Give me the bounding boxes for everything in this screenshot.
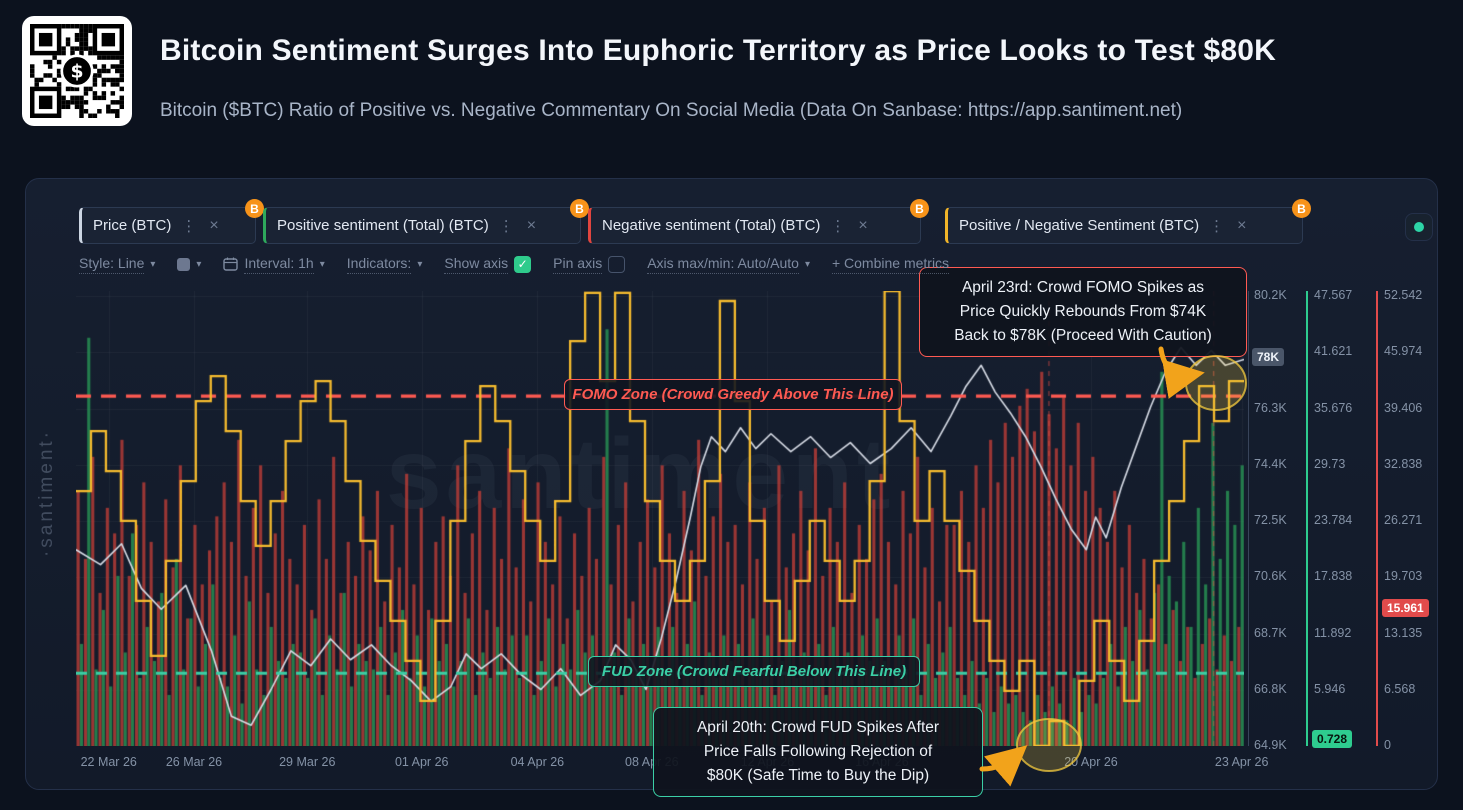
indicators-dropdown[interactable]: Indicators: ▾ xyxy=(346,255,423,274)
close-icon[interactable]: × xyxy=(526,216,537,234)
chevron-down-icon: ▾ xyxy=(417,258,423,270)
close-icon[interactable]: × xyxy=(1237,216,1247,234)
x-axis-tick-label: 29 Mar 26 xyxy=(279,755,336,769)
axis-tick-label: 45.974 xyxy=(1384,344,1423,359)
metric-tab-label: Negative sentiment (Total) (BTC) xyxy=(602,217,821,234)
axis-tick-label: 26.271 xyxy=(1384,513,1423,527)
page-title: Bitcoin Sentiment Surges Into Euphoric T… xyxy=(160,34,1276,67)
axis-tick-label: 5.946 xyxy=(1314,681,1346,696)
close-icon[interactable]: × xyxy=(209,216,219,234)
x-axis-tick-label: 01 Apr 26 xyxy=(394,755,449,769)
axis-tick-label: 66.8K xyxy=(1254,681,1287,696)
chevron-down-icon: ▾ xyxy=(150,258,156,270)
style-dropdown[interactable]: Style: Line ▾ xyxy=(79,255,155,274)
negative-axis-line xyxy=(1376,291,1378,746)
metric-tab-positive-sentiment[interactable]: Positive sentiment (Total) (BTC) ⋮ × B xyxy=(263,199,589,244)
axis-tick-label: 41.621 xyxy=(1314,344,1353,359)
bitcoin-badge-icon: B xyxy=(910,199,929,218)
qr-code: $ xyxy=(22,16,132,126)
price-axis-ticks: 80.2K 76.3K 74.4K 72.5K 70.6K 68.7K 66.8K 64.9K xyxy=(1254,179,1302,789)
metric-tab-ratio-sentiment[interactable]: Positive / Negative Sentiment (BTC) ⋮ × … xyxy=(945,199,1311,244)
axis-tick-label: 80.2K xyxy=(1254,288,1287,302)
fud-zone-label: FUD Zone (Crowd Fearful Below This Line) xyxy=(588,656,920,687)
bitcoin-badge-icon: B xyxy=(245,199,264,218)
current-positive-badge: 0.728 xyxy=(1312,730,1353,748)
chart-panel: Price (BTC) ⋮ × B Positive sentiment (To… xyxy=(25,178,1438,798)
axis-tick-label: 35.676 xyxy=(1314,400,1353,415)
chevron-down-icon: ▾ xyxy=(196,258,202,270)
kebab-menu-icon[interactable]: ⋮ xyxy=(181,217,197,235)
metric-tab-negative-sentiment[interactable]: Negative sentiment (Total) (BTC) ⋮ × B xyxy=(588,199,929,244)
metric-tab-label: Positive / Negative Sentiment (BTC) xyxy=(959,217,1200,234)
axis-tick-label: 13.135 xyxy=(1384,625,1423,640)
close-icon[interactable]: × xyxy=(858,216,868,234)
axis-tick-label: 39.406 xyxy=(1384,400,1423,415)
chart-toolbar: Style: Line ▾ ▾ Interval: 1h ▾ Indicators:… xyxy=(79,253,950,275)
live-status-button[interactable] xyxy=(1405,213,1433,241)
fomo-zone-label: FOMO Zone (Crowd Greedy Above This Line) xyxy=(564,379,902,410)
axis-tick-label: 70.6K xyxy=(1254,569,1287,584)
checkbox-checked-icon[interactable]: ✓ xyxy=(514,255,532,273)
kebab-menu-icon[interactable]: ⋮ xyxy=(498,217,514,235)
fomo-annotation-note: April 23rd: Crowd FOMO Spikes as Price Q… xyxy=(919,267,1247,358)
kebab-menu-icon[interactable]: ⋮ xyxy=(830,217,846,235)
price-axis-line xyxy=(1248,291,1249,746)
current-price-badge: 78K xyxy=(1252,348,1285,366)
current-negative-badge: 15.961 xyxy=(1382,599,1429,617)
axis-tick-label: 17.838 xyxy=(1314,569,1353,584)
axis-tick-label: 72.5K xyxy=(1254,513,1287,527)
bitcoin-badge-icon: B xyxy=(1292,199,1311,218)
negative-axis-ticks: 52.542 45.974 39.406 32.838 26.271 19.703 13.1… xyxy=(1384,179,1436,789)
axis-maxmin-dropdown[interactable]: Axis max/min: Auto/Auto ▾ xyxy=(647,255,810,274)
metric-tab-label: Price (BTC) xyxy=(93,217,172,234)
positive-axis-ticks: 47.567 41.621 35.676 29.73 23.784 17.838 11.89… xyxy=(1314,179,1370,789)
combine-metrics-button[interactable]: + Combine metrics xyxy=(831,255,950,274)
fud-annotation-note: April 20th: Crowd FUD Spikes After Price… xyxy=(653,707,983,798)
page-subtitle: Bitcoin ($BTC) Ratio of Positive vs. Neg… xyxy=(160,100,1183,121)
metric-tab-label: Positive sentiment (Total) (BTC) xyxy=(277,217,489,234)
qr-code-icon: $ xyxy=(30,24,124,118)
positive-axis-line xyxy=(1306,291,1308,746)
axis-tick-label: 68.7K xyxy=(1254,625,1287,640)
axis-tick-label: 0 xyxy=(1384,738,1391,752)
axis-tick-label: 19.703 xyxy=(1384,569,1423,584)
axis-tick-label: 74.4K xyxy=(1254,456,1287,471)
kebab-menu-icon[interactable]: ⋮ xyxy=(1209,217,1225,235)
axis-tick-label: 32.838 xyxy=(1384,456,1423,471)
x-axis-tick-label: 23 Apr 26 xyxy=(1214,755,1269,769)
chevron-down-icon: ▾ xyxy=(804,258,810,270)
svg-text:$: $ xyxy=(70,61,83,82)
color-swatch-icon xyxy=(177,257,191,271)
axis-tick-label: 23.784 xyxy=(1314,513,1353,527)
axis-tick-label: 64.9K xyxy=(1254,738,1287,752)
x-axis-tick-label: 04 Apr 26 xyxy=(510,755,565,769)
axis-tick-label: 29.73 xyxy=(1314,456,1346,471)
live-dot-icon xyxy=(1414,222,1424,232)
axis-tick-label: 47.567 xyxy=(1314,288,1353,302)
axis-tick-label: 76.3K xyxy=(1254,400,1287,415)
show-axis-toggle[interactable]: Show axis ✓ xyxy=(444,255,532,274)
metric-tab-price[interactable]: Price (BTC) ⋮ × B xyxy=(79,199,264,244)
chevron-down-icon: ▾ xyxy=(319,258,325,270)
pin-axis-toggle[interactable]: Pin axis xyxy=(553,255,626,274)
axis-tick-label: 11.892 xyxy=(1314,625,1352,640)
checkbox-unchecked-icon[interactable] xyxy=(608,255,626,273)
axis-tick-label: 6.568 xyxy=(1384,681,1416,696)
x-axis-tick-label: 26 Mar 26 xyxy=(165,755,223,769)
calendar-icon xyxy=(223,257,239,271)
santiment-side-watermark: ·santiment· xyxy=(36,429,57,558)
x-axis-tick-label: 22 Mar 26 xyxy=(80,755,137,769)
axis-tick-label: 52.542 xyxy=(1384,288,1423,302)
interval-dropdown[interactable]: Interval: 1h ▾ xyxy=(223,255,325,274)
color-swatch-dropdown[interactable]: ▾ xyxy=(177,257,202,271)
x-axis-tick-label: 20 Apr 26 xyxy=(1064,755,1118,769)
bitcoin-badge-icon: B xyxy=(570,199,589,218)
